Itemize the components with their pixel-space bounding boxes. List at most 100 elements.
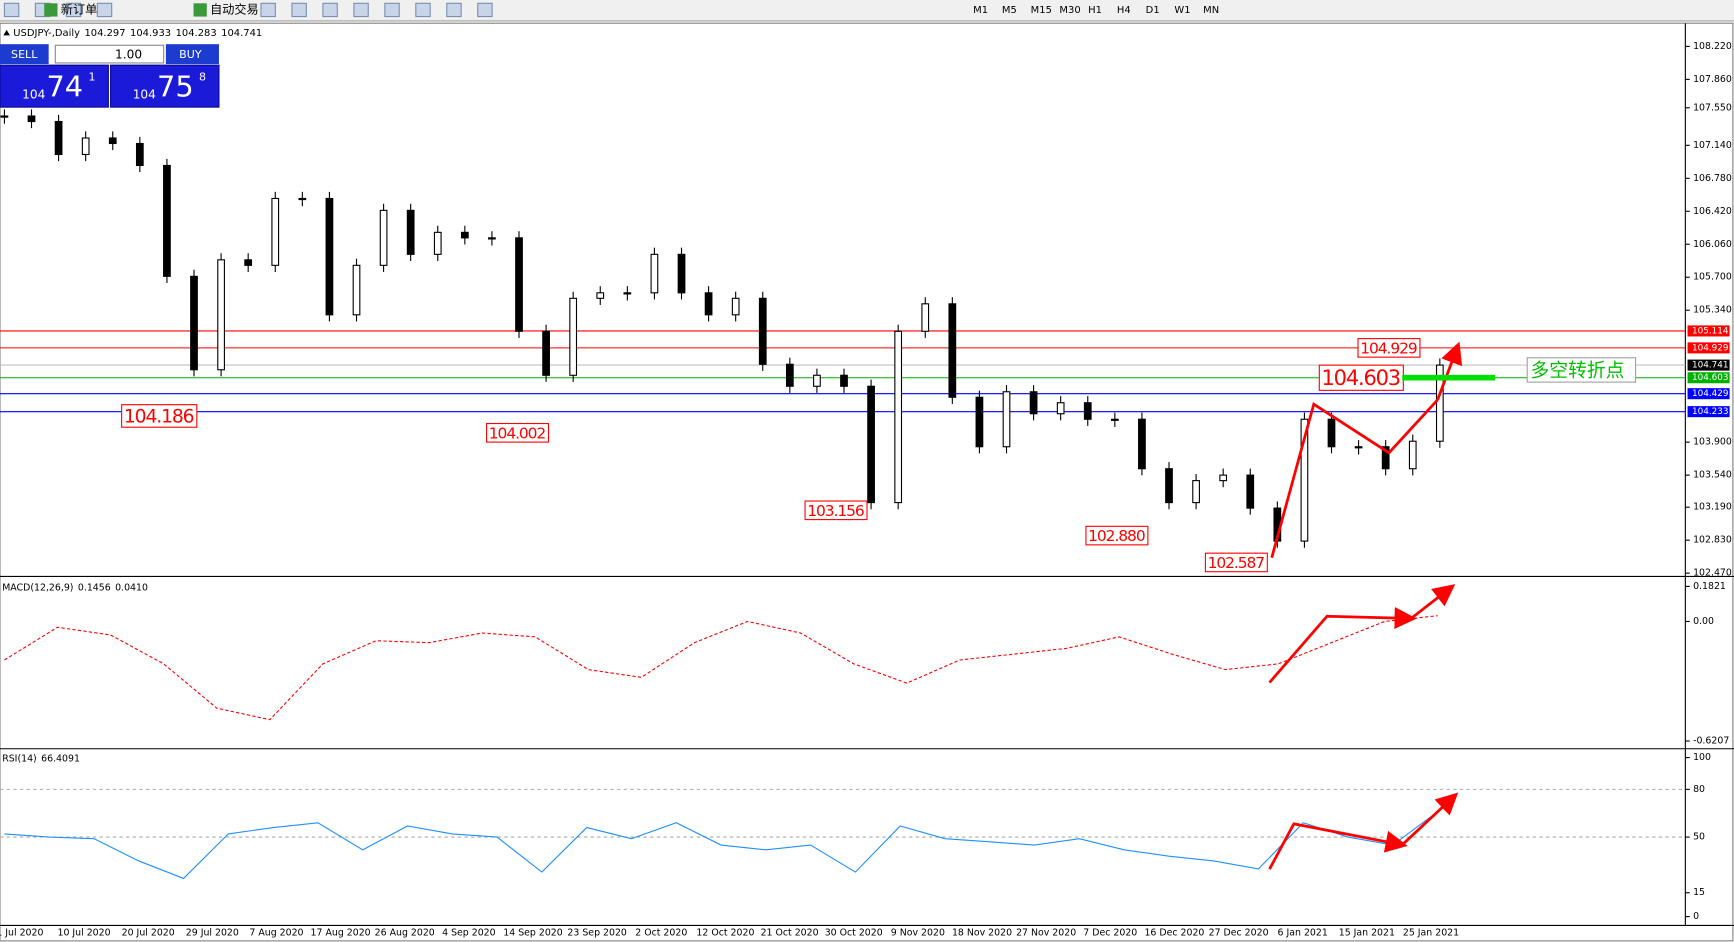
tool-icon[interactable] <box>3 2 20 18</box>
tool-icon[interactable] <box>65 2 82 18</box>
indicator-value: 0.1456 <box>78 582 111 593</box>
lot-value[interactable]: 1.00 <box>115 48 142 62</box>
tool-icon[interactable] <box>260 2 276 18</box>
candle <box>569 297 578 376</box>
level-label-bg <box>1687 372 1730 384</box>
tool-icon[interactable] <box>322 2 338 18</box>
level-label-bg <box>1687 325 1730 337</box>
toolbar <box>0 0 1734 21</box>
rsi-panel: RSI(14) 66.4091 100 80 50 15 0 <box>0 752 1711 922</box>
x-tick-label: 26 Aug 2020 <box>375 928 435 939</box>
level-label-bg <box>1687 359 1730 371</box>
price-annotation-box <box>1085 525 1149 546</box>
y-tick-label: 106.420 <box>1693 206 1732 217</box>
candle <box>27 115 36 123</box>
x-tick-label: 20 Jul 2020 <box>122 928 175 939</box>
price-big-figure[interactable]: 104 <box>133 87 156 101</box>
macd-arrow <box>1410 584 1456 620</box>
price-annotation-box <box>1204 552 1268 573</box>
y-tick-label: 105.700 <box>1693 272 1732 283</box>
tool-icon[interactable] <box>446 2 462 18</box>
buy-button[interactable] <box>165 44 219 65</box>
y-tick-label: 102.470 <box>1693 568 1732 579</box>
timeframe-button[interactable]: MN <box>1203 5 1219 16</box>
trend-arrow <box>1270 398 1439 559</box>
chart-header: USDJPY-,Daily 104.297 104.933 104.283 104.74… <box>13 28 262 39</box>
candle <box>81 137 90 156</box>
y-tick-label: 0.1821 <box>1693 581 1726 592</box>
x-tick-label: 1 Jul 2020 <box>0 928 43 939</box>
sell-label[interactable]: SELL <box>11 48 38 61</box>
price-pips[interactable]: 75 <box>157 69 194 103</box>
level-label: 104.929 <box>1692 343 1729 353</box>
candle <box>433 231 442 255</box>
level-label-bg <box>1687 388 1730 400</box>
price-button[interactable] <box>110 64 220 108</box>
price-big-figure[interactable]: 104 <box>22 87 45 101</box>
x-tick-label: 7 Dec 2020 <box>1083 928 1137 939</box>
sell-button[interactable] <box>0 44 49 65</box>
tool-icon[interactable] <box>291 2 307 18</box>
candle <box>596 292 605 299</box>
candle <box>1219 474 1228 482</box>
candle <box>217 259 225 371</box>
level-label: 104.233 <box>1692 407 1729 417</box>
rsi-arrow <box>1268 822 1408 870</box>
y-tick-label: 80 <box>1693 784 1705 795</box>
price-annotation: 104.603 <box>1322 366 1402 390</box>
x-tick-label: 27 Nov 2020 <box>1016 928 1076 939</box>
tool-icon[interactable] <box>96 2 113 18</box>
tool-icon[interactable] <box>477 2 493 18</box>
y-tick-label: 102.830 <box>1693 535 1732 546</box>
candle <box>623 292 632 295</box>
candle <box>867 385 875 504</box>
ohlc-value: 104.283 <box>176 28 217 39</box>
lot-field[interactable] <box>54 44 165 64</box>
candle <box>1138 418 1146 470</box>
price-button[interactable] <box>0 64 109 108</box>
button-icon[interactable] <box>44 3 58 17</box>
candle <box>108 137 117 145</box>
candle <box>1192 480 1200 504</box>
timeframe-button[interactable]: M5 <box>1002 5 1017 16</box>
tool-icon[interactable] <box>384 2 400 18</box>
button-icon[interactable] <box>193 3 207 17</box>
candle <box>0 115 9 118</box>
y-tick-label: 106.060 <box>1693 239 1732 250</box>
x-tick-label: 9 Nov 2020 <box>891 928 945 939</box>
timeframe-button[interactable]: M1 <box>973 5 988 16</box>
toolbar-button[interactable]: 新订单 <box>61 1 97 16</box>
candle <box>244 259 253 266</box>
candle <box>921 303 930 332</box>
tool-icon[interactable] <box>415 2 431 18</box>
price-point[interactable]: 8 <box>199 70 206 83</box>
price-point[interactable]: 1 <box>88 70 95 83</box>
candle <box>1327 418 1336 448</box>
y-tick-label: 103.900 <box>1693 437 1732 448</box>
tool-icon[interactable] <box>353 2 369 18</box>
buy-label[interactable]: BUY <box>179 48 202 61</box>
toolbar-button[interactable]: 自动交易 <box>210 1 259 16</box>
timeframe-button[interactable]: D1 <box>1146 5 1160 16</box>
y-tick-label: 103.190 <box>1693 502 1732 513</box>
y-tick-label: 108.220 <box>1693 41 1732 52</box>
candle <box>758 297 767 365</box>
price-annotation: 102.880 <box>1088 527 1146 545</box>
note-text: 多空转折点 <box>1531 360 1625 382</box>
timeframe-button[interactable]: M15 <box>1031 5 1052 16</box>
candle <box>840 374 848 387</box>
candle <box>677 253 686 294</box>
candle <box>379 209 388 266</box>
timeframe-button[interactable]: W1 <box>1174 5 1190 16</box>
arrows <box>1268 341 1463 870</box>
candle <box>813 374 821 387</box>
x-tick-label: 27 Dec 2020 <box>1209 928 1269 939</box>
note-box <box>1526 357 1637 383</box>
timeframe-button[interactable]: M30 <box>1059 5 1080 16</box>
timeframe-button[interactable]: H1 <box>1088 5 1102 16</box>
candle <box>1029 391 1038 415</box>
price-pips[interactable]: 74 <box>46 69 83 103</box>
timeframe-button[interactable]: H4 <box>1117 5 1131 16</box>
candle <box>975 396 984 448</box>
